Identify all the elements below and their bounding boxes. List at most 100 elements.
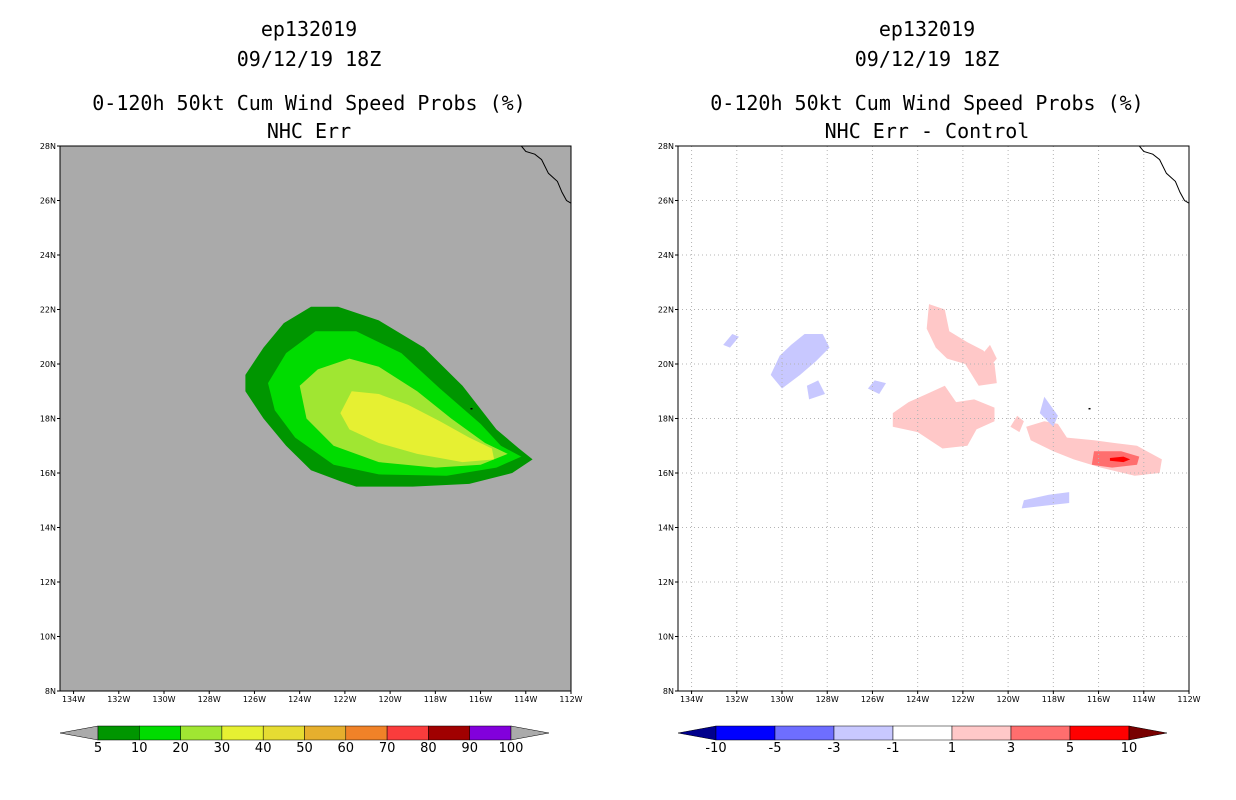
x-tick-label: 124W: [906, 695, 929, 704]
colorbar-swatch: [1069, 725, 1130, 741]
colorbar-label: 40: [255, 741, 272, 756]
contour-30-region: [340, 391, 495, 463]
subtitle: NHC Err - Control: [824, 119, 1030, 143]
x-tick-label: 112W: [559, 695, 582, 704]
y-tick-label: 8N: [663, 687, 674, 696]
x-tick-label: 114W: [514, 695, 537, 704]
product-title: 0-120h 50kt Cum Wind Speed Probs (%): [92, 91, 526, 115]
map-plot-left: 134W 132W 130W 128W 126W 124W 122W 120W 118W 116W…: [40, 142, 583, 756]
colorbar-swatch: [774, 725, 835, 741]
colorbar-label: 90: [461, 741, 478, 756]
colorbar-label: -3: [828, 741, 841, 756]
y-tick-label: 26N: [40, 197, 56, 206]
colorbar-label: 30: [214, 741, 231, 756]
colorbar-label: 100: [499, 741, 524, 756]
x-tick-label: 132W: [725, 695, 748, 704]
colorbar-over-arrow: [510, 725, 550, 741]
x-tick-label: 118W: [1042, 695, 1065, 704]
x-tick-label: 126W: [861, 695, 884, 704]
contour-1-region: [926, 304, 997, 386]
contour-1-region: [1010, 415, 1024, 433]
y-tick-label: 28N: [40, 142, 56, 151]
contour-neg1-region: [770, 334, 830, 389]
x-tick-label: 128W: [198, 695, 221, 704]
coastline: [1138, 145, 1190, 204]
colorbar-swatch: [833, 725, 894, 741]
x-tick-label: 132W: [107, 695, 130, 704]
y-tick-label: 18N: [658, 415, 674, 424]
colorbar-swatch: [951, 725, 1012, 741]
y-tick-label: 22N: [40, 306, 56, 315]
x-tick-label: 134W: [62, 695, 85, 704]
colorbar-swatch: [139, 725, 181, 741]
y-tick-label: 24N: [658, 251, 674, 260]
x-tick-label: 122W: [951, 695, 974, 704]
y-tick-label: 14N: [658, 524, 674, 533]
colorbar-label: 5: [1066, 741, 1074, 756]
x-tick-label: 112W: [1177, 695, 1200, 704]
colorbar-under-arrow: [677, 725, 717, 741]
x-tick-label: 126W: [243, 695, 266, 704]
coastline: [520, 145, 572, 204]
colorbar-swatch: [469, 725, 512, 741]
colorbar-swatch: [386, 725, 429, 741]
date-title: 09/12/19 18Z: [854, 47, 1000, 71]
colorbar-over-arrow: [1128, 725, 1168, 741]
island-marker: [1088, 407, 1091, 410]
colorbar-label: 60: [338, 741, 355, 756]
colorbar-label: 10: [1121, 741, 1138, 756]
y-tick-label: 14N: [40, 524, 56, 533]
colorbar-label: -10: [705, 741, 726, 756]
colorbar-under-arrow: [59, 725, 99, 741]
panel-left: ep132019 09/12/19 18Z 0-120h 50kt Cum Wi…: [40, 17, 583, 756]
subtitle: NHC Err: [266, 119, 352, 143]
x-tick-label: 128W: [816, 695, 839, 704]
colorbar-label: 50: [296, 741, 313, 756]
date-title: 09/12/19 18Z: [236, 47, 382, 71]
colorbar-swatch: [180, 725, 223, 741]
y-tick-label: 10N: [658, 633, 674, 642]
y-tick-label: 8N: [45, 687, 56, 696]
x-tick-label: 122W: [333, 695, 356, 704]
colorbar-label: 20: [172, 741, 189, 756]
y-tick-label: 12N: [40, 578, 56, 587]
contour-1-region: [981, 344, 997, 370]
x-tick-label: 116W: [469, 695, 492, 704]
colorbar-label: 1: [948, 741, 956, 756]
x-tick-label: 120W: [997, 695, 1020, 704]
colorbar-swatch: [892, 725, 953, 741]
y-tick-label: 12N: [658, 578, 674, 587]
colorbar-label: 70: [379, 741, 396, 756]
y-tick-label: 24N: [40, 251, 56, 260]
y-tick-label: 20N: [40, 360, 56, 369]
x-tick-label: 120W: [379, 695, 402, 704]
island-marker: [470, 407, 473, 410]
x-tick-label: 134W: [680, 695, 703, 704]
contour-neg1-region: [723, 334, 739, 348]
contour-neg1-region: [1021, 492, 1070, 509]
y-tick-label: 16N: [40, 469, 56, 478]
x-tick-label: 130W: [770, 695, 793, 704]
contour-1-region: [892, 385, 995, 449]
x-tick-label: 118W: [424, 695, 447, 704]
contour-neg1-region: [1039, 396, 1058, 427]
colorbar-label: 5: [94, 741, 102, 756]
y-tick-label: 28N: [658, 142, 674, 151]
storm-id-title: ep132019: [260, 17, 358, 41]
y-tick-label: 16N: [658, 469, 674, 478]
x-tick-label: 130W: [152, 695, 175, 704]
storm-id-title: ep132019: [878, 17, 976, 41]
colorbar-swatch: [262, 725, 305, 741]
colorbar-label: -5: [769, 741, 782, 756]
contour-neg1-region: [806, 380, 825, 400]
x-tick-label: 116W: [1087, 695, 1110, 704]
colorbar-swatch: [304, 725, 347, 741]
colorbar-label: 10: [131, 741, 148, 756]
colorbar-swatch: [221, 725, 264, 741]
colorbar-swatch: [345, 725, 388, 741]
colorbar-swatch: [97, 725, 140, 741]
contour-5-region: [1109, 456, 1131, 463]
y-tick-label: 26N: [658, 197, 674, 206]
colorbar-label: 3: [1007, 741, 1015, 756]
y-tick-label: 18N: [40, 415, 56, 424]
